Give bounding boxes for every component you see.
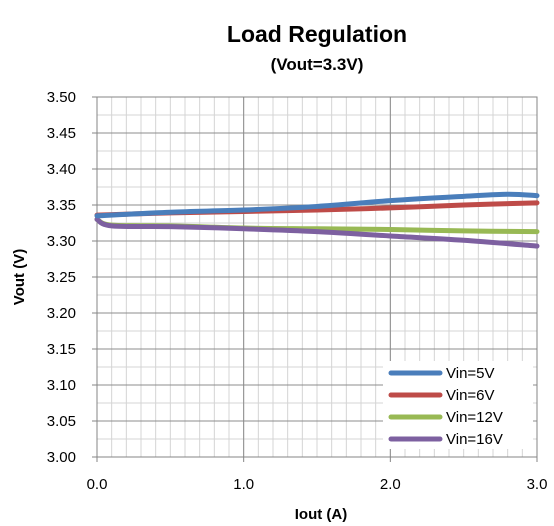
legend-label: Vin=6V	[446, 387, 495, 404]
y-tick-label: 3.40	[47, 161, 76, 178]
y-tick-label: 3.30	[47, 233, 76, 250]
legend-label: Vin=5V	[446, 365, 495, 382]
legend: Vin=5V Vin=6V Vin=12V Vin=16V	[383, 361, 533, 449]
legend-box	[383, 361, 533, 449]
y-tick-label: 3.05	[47, 413, 76, 430]
y-tick-label: 3.10	[47, 377, 76, 394]
legend-label: Vin=16V	[446, 431, 503, 448]
y-tick-label: 3.15	[47, 341, 76, 358]
x-tick-label: 1.0	[233, 476, 254, 493]
y-axis-tick-labels: 3.00 3.05 3.10 3.15 3.20 3.25 3.30 3.35 3.40 3.45…	[47, 89, 97, 466]
y-tick-label: 3.00	[47, 449, 76, 466]
y-axis-title: Vout (V)	[11, 249, 28, 305]
y-tick-label: 3.35	[47, 197, 76, 214]
chart-title: Load Regulation	[227, 21, 407, 47]
y-tick-label: 3.25	[47, 269, 76, 286]
x-axis-tick-labels: 0.0 1.0 2.0 3.0	[87, 457, 548, 493]
x-axis-title: Iout (A)	[295, 506, 347, 523]
x-tick-label: 0.0	[87, 476, 108, 493]
x-tick-label: 2.0	[380, 476, 401, 493]
series-line-vin-16v	[94, 216, 540, 249]
chart-subtitle: (Vout=3.3V)	[271, 55, 364, 74]
y-tick-label: 3.50	[47, 89, 76, 106]
series-line-vin-5v	[94, 191, 540, 219]
legend-label: Vin=12V	[446, 409, 503, 426]
y-tick-label: 3.20	[47, 305, 76, 322]
x-tick-label: 3.0	[527, 476, 548, 493]
series-lines	[94, 191, 540, 249]
y-tick-label: 3.45	[47, 125, 76, 142]
